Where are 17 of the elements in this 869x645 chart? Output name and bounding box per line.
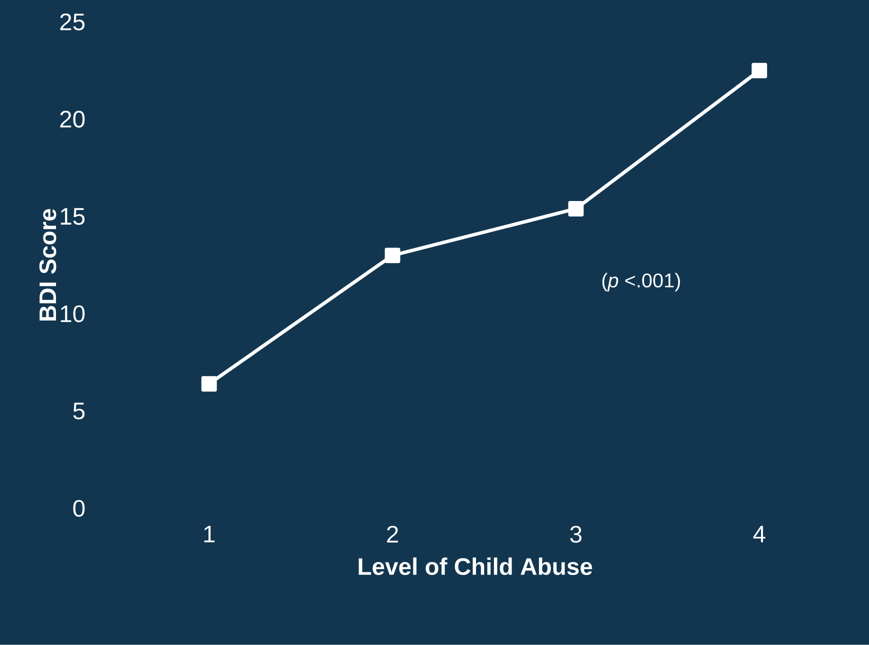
y-tick-label: 20 xyxy=(60,110,85,128)
point xyxy=(384,248,400,264)
point xyxy=(568,201,584,216)
annotation: (p <.001) xyxy=(602,272,680,292)
x-tick-label: 1 xyxy=(204,526,215,542)
x-tick-label: 2 xyxy=(387,526,398,543)
y-tick-label: 5 xyxy=(73,402,85,420)
x-tick-label: 4 xyxy=(753,526,766,542)
y-axis-title: BDI Score xyxy=(39,209,56,321)
point xyxy=(752,62,768,78)
y-tick-label: 10 xyxy=(60,305,85,322)
x-axis-title: Level of Child Abuse xyxy=(358,558,592,576)
x-tick-label: 3 xyxy=(570,526,582,543)
y-tick-label: 25 xyxy=(60,14,85,30)
y-tick-label: 0 xyxy=(73,500,85,517)
y-tick-label: 15 xyxy=(60,208,85,225)
point xyxy=(201,376,217,392)
